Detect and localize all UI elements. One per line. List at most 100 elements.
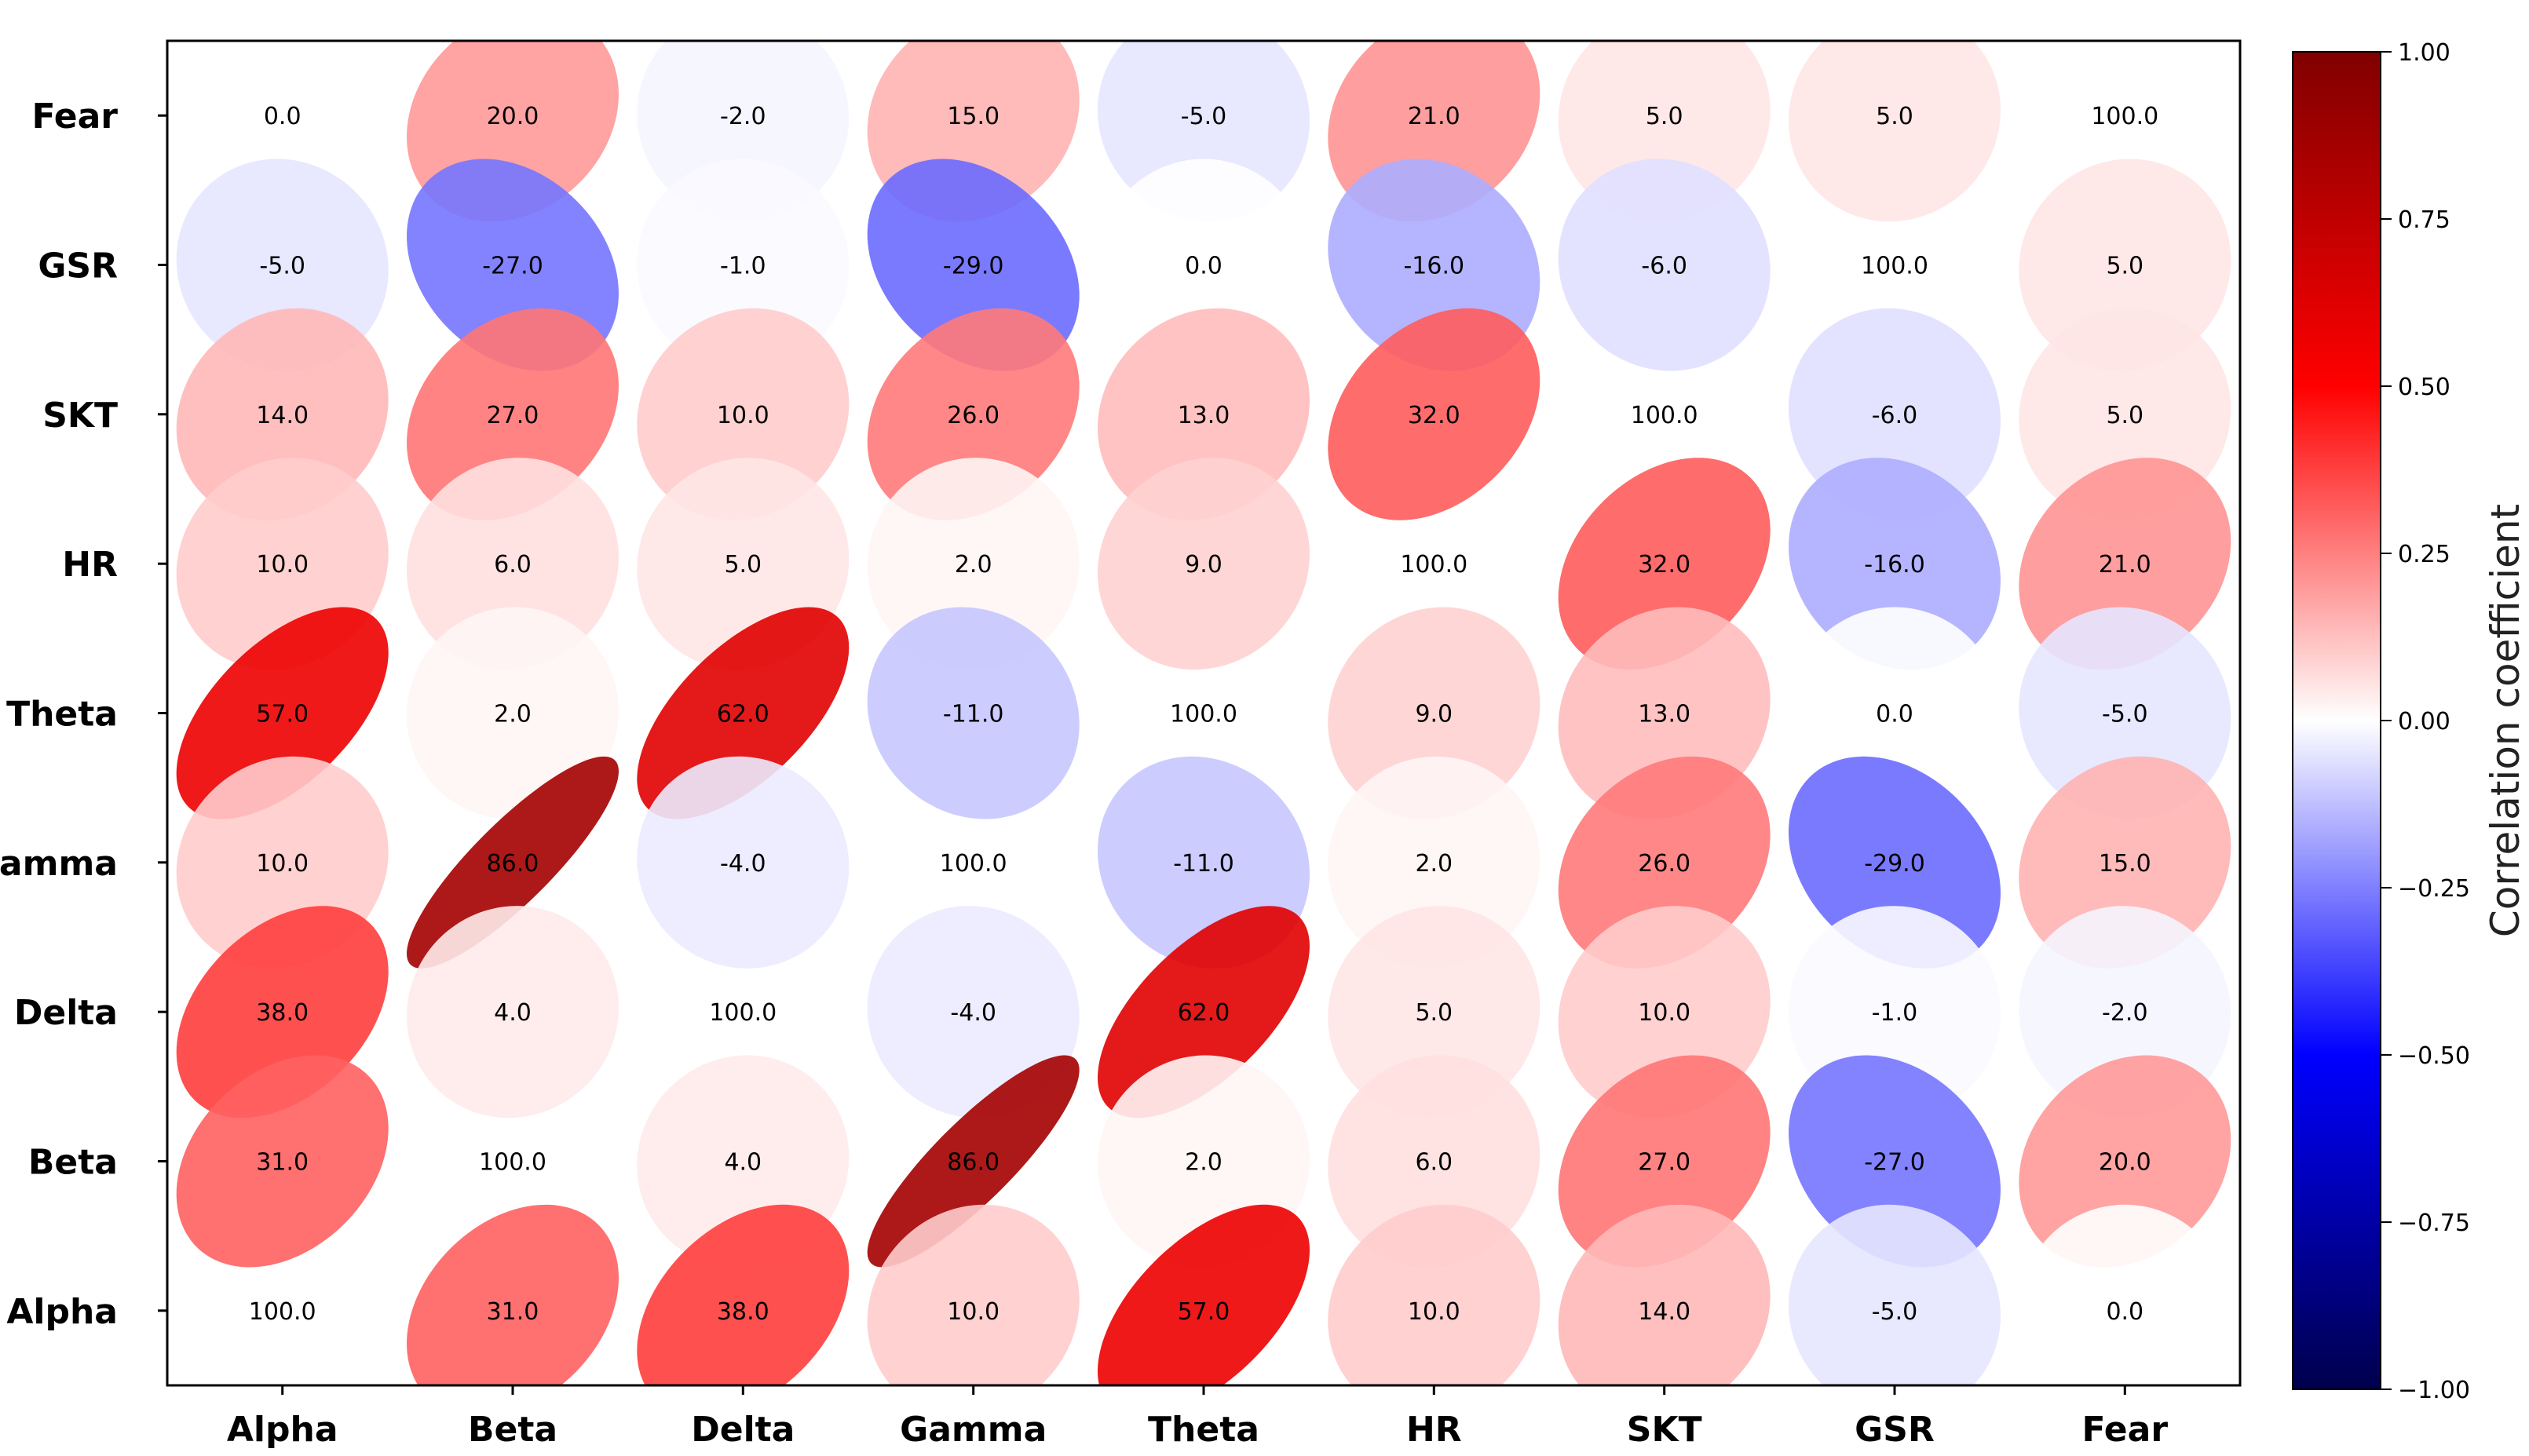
cell-label-gamma-skt: 26.0 [1638,850,1690,878]
ellipse-gamma-gsr [1788,756,2001,969]
cell-label-theta-delta: 62.0 [717,701,769,728]
cell-label-skt-skt: 100.0 [1631,402,1698,429]
ellipse-beta-fear [2019,1055,2231,1268]
y-tick-label-delta: Delta [14,993,118,1033]
cell-label-fear-fear: 100.0 [2091,103,2158,130]
cell-label-gamma-delta: -4.0 [720,850,766,878]
ellipse-alpha-delta [637,1204,850,1385]
ellipse-skt-theta [1098,308,1310,520]
cell-label-gamma-gamma: 100.0 [940,850,1007,878]
ellipse-beta-gamma [867,1055,1080,1268]
cell-label-alpha-hr: 10.0 [1408,1298,1460,1326]
ellipse-alpha-fear [2019,1204,2231,1385]
y-tick-label-beta: Beta [28,1143,118,1183]
cell-label-theta-gsr: 0.0 [1876,701,1913,728]
cell-label-hr-gamma: 2.0 [955,551,992,578]
cell-label-hr-gsr: -16.0 [1864,551,1925,578]
x-tick-label-alpha: Alpha [227,1410,338,1450]
cell-label-gsr-gsr: 100.0 [1861,253,1928,280]
cell-label-fear-skt: 5.0 [1646,103,1683,130]
y-tick-label-fear: Fear [31,97,118,137]
cell-label-hr-skt: 32.0 [1638,551,1690,578]
cell-label-alpha-alpha: 100.0 [249,1298,316,1326]
x-tick-label-gsr: GSR [1855,1410,1935,1450]
x-tick-label-theta: Theta [1148,1410,1259,1450]
ellipse-alpha-hr [1328,1204,1540,1385]
cell-label-hr-theta: 9.0 [1185,551,1222,578]
cell-label-skt-beta: 27.0 [487,402,539,429]
colorbar-gradient [2292,51,2381,1390]
cell-label-gsr-fear: 5.0 [2106,253,2143,280]
cell-label-gamma-fear: 15.0 [2099,850,2151,878]
cell-label-fear-delta: -2.0 [720,103,766,130]
ellipse-gsr-skt [1558,159,1771,371]
ellipse-theta-delta [637,607,850,819]
cell-label-hr-beta: 6.0 [494,551,532,578]
cell-label-gamma-alpha: 10.0 [256,850,309,878]
cell-label-skt-alpha: 14.0 [256,402,309,429]
ellipse-delta-beta [406,906,619,1118]
cell-label-gsr-gamma: -29.0 [943,253,1004,280]
cell-label-beta-alpha: 31.0 [256,1149,309,1177]
cell-label-beta-hr: 6.0 [1415,1149,1453,1177]
ellipse-theta-hr [1328,607,1540,819]
cell-label-fear-gsr: 5.0 [1876,103,1913,130]
ellipse-beta-alpha [176,1055,389,1268]
cell-label-layer: 0.0 20.0 -2.0 15.0 -5.0 21.0 5.0 5.0 100.0 -5.0 -2… [249,103,2158,1326]
colorbar-tick-label: −0.50 [2398,1042,2470,1070]
colorbar-ticks: 1.00 0.75 0.50 0.25 0.00 −0.25 −0.50 −0.75 −1.00 [2381,39,2470,1404]
cell-label-theta-beta: 2.0 [494,701,532,728]
cell-label-alpha-theta: 57.0 [1178,1298,1230,1326]
x-tick-label-hr: HR [1406,1410,1462,1450]
cell-label-delta-hr: 5.0 [1415,999,1453,1027]
cell-label-skt-delta: 10.0 [717,402,769,429]
cell-label-theta-gamma: -11.0 [943,701,1004,728]
ellipse-theta-gamma [867,607,1080,819]
cell-label-gamma-hr: 2.0 [1415,850,1453,878]
cell-label-hr-alpha: 10.0 [256,551,309,578]
x-tick-label-beta: Beta [468,1410,557,1450]
cell-label-beta-theta: 2.0 [1185,1149,1222,1177]
cell-label-gamma-gsr: -29.0 [1864,850,1925,878]
ellipse-alpha-theta [1097,1204,1310,1385]
cell-label-beta-gsr: -27.0 [1864,1149,1925,1177]
cell-label-hr-fear: 21.0 [2099,551,2151,578]
ellipse-fear-alpha [176,41,389,222]
cell-label-beta-fear: 20.0 [2099,1149,2151,1177]
colorbar-tick-label: 0.75 [2398,206,2450,234]
ellipse-skt-beta [407,308,619,520]
cell-label-skt-gamma: 26.0 [947,402,1000,429]
ellipse-beta-gsr [1789,1055,2001,1268]
cell-label-beta-delta: 4.0 [724,1149,762,1177]
ellipse-alpha-skt [1558,1204,1771,1385]
cell-label-delta-delta: 100.0 [709,999,777,1027]
cell-label-theta-theta: 100.0 [1170,701,1237,728]
cell-label-skt-gsr: -6.0 [1872,402,1918,429]
cell-label-delta-gamma: -4.0 [950,999,996,1027]
cell-label-skt-hr: 32.0 [1408,402,1460,429]
colorbar-tick-label: 0.00 [2398,708,2450,735]
cell-label-delta-skt: 10.0 [1638,999,1690,1027]
cell-label-hr-hr: 100.0 [1400,551,1467,578]
cell-label-alpha-fear: 0.0 [2106,1298,2143,1326]
cell-label-alpha-gsr: -5.0 [1872,1298,1918,1326]
colorbar-tick-label: 0.50 [2398,374,2450,401]
ellipse-delta-theta [1098,906,1310,1118]
cell-label-beta-gamma: 86.0 [947,1149,1000,1177]
ellipse-fear-theta [1098,41,1310,222]
x-tick-label-delta: Delta [691,1410,795,1450]
cell-label-gsr-alpha: -5.0 [259,253,305,280]
cell-label-gamma-theta: -11.0 [1173,850,1234,878]
cell-label-beta-skt: 27.0 [1638,1149,1690,1177]
ellipse-hr-gsr [1789,458,2001,670]
ellipse-gamma-hr [1328,756,1540,969]
cell-label-fear-hr: 21.0 [1408,103,1460,130]
cell-label-fear-gamma: 15.0 [947,103,1000,130]
x-tick-label-skt: SKT [1627,1410,1702,1450]
colorbar-tick-label: −0.25 [2398,875,2470,903]
cell-label-alpha-skt: 14.0 [1638,1298,1690,1326]
cell-label-theta-fear: -5.0 [2102,701,2148,728]
cell-label-gsr-theta: 0.0 [1185,253,1222,280]
cell-label-theta-alpha: 57.0 [256,701,309,728]
